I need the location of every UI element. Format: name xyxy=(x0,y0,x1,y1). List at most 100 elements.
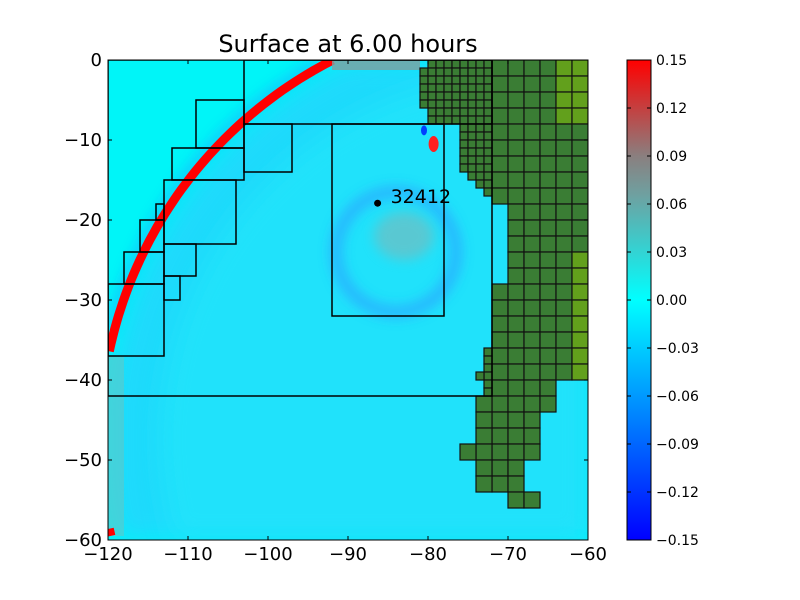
land-cell xyxy=(491,315,509,333)
land-cell xyxy=(475,107,485,117)
land-cell xyxy=(467,123,477,133)
land-cell xyxy=(507,395,525,413)
colorbar-tick-label: 0.09 xyxy=(656,149,687,165)
land-cell xyxy=(507,427,525,445)
land-cell xyxy=(555,171,573,189)
land-cell xyxy=(451,60,461,69)
land-cell xyxy=(483,139,493,149)
land-cell xyxy=(491,427,509,445)
land-cell xyxy=(539,219,557,237)
land-cell xyxy=(475,131,485,141)
land-cell xyxy=(571,203,588,221)
land-cell xyxy=(483,387,493,397)
land-cell xyxy=(459,75,469,85)
land-cell xyxy=(475,60,485,69)
land-cell xyxy=(475,147,485,157)
land-cell xyxy=(555,60,573,77)
land-cell xyxy=(507,251,525,269)
land-cell xyxy=(571,219,588,237)
land-cell xyxy=(451,75,461,85)
land-cell xyxy=(523,251,541,269)
x-tick-label: −90 xyxy=(329,544,367,565)
land-cell xyxy=(539,91,557,109)
land-cell xyxy=(435,67,445,77)
land-cell xyxy=(467,147,477,157)
land-cell xyxy=(507,171,525,189)
land-cell xyxy=(507,107,525,125)
land-cell xyxy=(539,107,557,125)
land-cell xyxy=(539,315,557,333)
axes: −120 −110 −100 −90 −80 −70 −60 0 −10 −20 −30 −40 −50… xyxy=(64,50,607,565)
land-cell xyxy=(443,60,453,69)
land-cell xyxy=(523,443,541,461)
colorbar-tick-label: −0.09 xyxy=(656,437,699,453)
land-cell xyxy=(507,155,525,173)
land-cell xyxy=(435,91,445,101)
land-cell xyxy=(475,67,485,77)
land-cell xyxy=(459,163,469,173)
land-cell xyxy=(523,363,541,381)
land-cell xyxy=(571,331,588,349)
land-cell xyxy=(435,83,445,93)
land-cell xyxy=(427,107,437,117)
land-cell xyxy=(435,75,445,85)
land-cell xyxy=(483,379,493,389)
land-cell xyxy=(483,371,493,381)
land-cell xyxy=(459,115,469,125)
land-cell xyxy=(523,283,541,301)
land-cell xyxy=(523,155,541,173)
land-cell xyxy=(507,91,525,109)
land-cell xyxy=(523,347,541,365)
land-cell xyxy=(523,267,541,285)
land-cell xyxy=(523,411,541,429)
land-cell xyxy=(507,299,525,317)
land-cell xyxy=(491,123,509,141)
land-cell xyxy=(571,155,588,173)
land-cell xyxy=(475,163,485,173)
land-cell xyxy=(539,267,557,285)
land-cell xyxy=(555,203,573,221)
land-cell xyxy=(539,203,557,221)
coastal-trough xyxy=(421,125,427,136)
land-cell xyxy=(491,187,509,205)
land-cell xyxy=(443,99,453,109)
land-cell xyxy=(555,315,573,333)
land-cell xyxy=(523,219,541,237)
land-cell xyxy=(483,131,493,141)
land-cells xyxy=(419,60,588,509)
chart-title: Surface at 6.00 hours xyxy=(218,30,477,58)
land-cell xyxy=(475,427,493,445)
land-cell xyxy=(571,315,588,333)
y-tick-label: −30 xyxy=(64,290,102,311)
land-cell xyxy=(419,99,429,109)
land-cell xyxy=(555,123,573,141)
land-cell xyxy=(427,115,437,125)
land-cell xyxy=(507,443,525,461)
land-cell xyxy=(483,355,493,365)
land-cell xyxy=(467,139,477,149)
land-cell xyxy=(419,83,429,93)
colorbar-tick-label: 0.12 xyxy=(656,101,687,117)
land-cell xyxy=(539,331,557,349)
land-cell xyxy=(555,107,573,125)
land-cell xyxy=(507,379,525,397)
land-cell xyxy=(491,283,509,301)
land-cell xyxy=(435,115,445,125)
coastal-peak xyxy=(428,136,439,152)
land-cell xyxy=(475,115,485,125)
land-cell xyxy=(523,107,541,125)
land-cell xyxy=(555,219,573,237)
land-cell xyxy=(475,155,485,165)
x-tick-label: −100 xyxy=(243,544,292,565)
land-cell xyxy=(483,171,493,181)
land-cell xyxy=(443,75,453,85)
land-cell xyxy=(483,163,493,173)
land-cell xyxy=(491,443,509,461)
land-cell xyxy=(555,187,573,205)
land-cell xyxy=(571,139,588,157)
land-cell xyxy=(507,267,525,285)
amr-patch-box xyxy=(243,123,293,173)
land-cell xyxy=(491,155,509,173)
land-cell xyxy=(483,187,493,197)
land-cell xyxy=(451,91,461,101)
